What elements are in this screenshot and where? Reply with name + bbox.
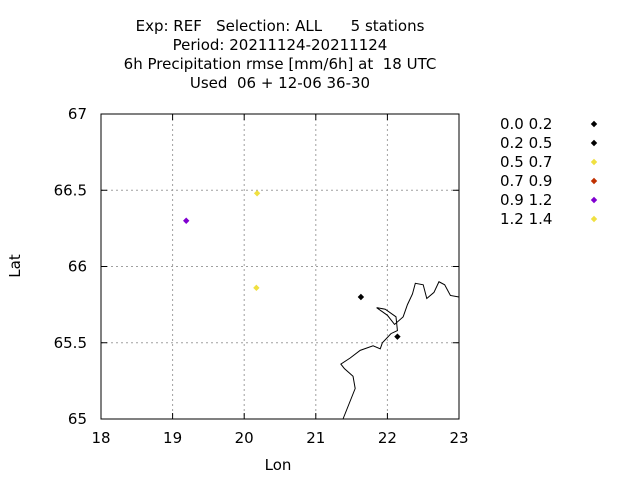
data-points [183, 190, 401, 340]
legend-marker [590, 196, 598, 204]
axis-ticks: 18 19 20 21 22 23 65 65.5 66 66.5 67 [54, 105, 469, 447]
title-line-1: Exp: REF Selection: ALL 5 stations [135, 17, 425, 35]
x-tick-label: 19 [163, 429, 182, 447]
data-point [183, 217, 190, 224]
x-tick-label: 22 [378, 429, 397, 447]
y-tick-label: 66.5 [54, 181, 87, 199]
x-tick-label: 18 [91, 429, 110, 447]
coastline-path [340, 281, 460, 420]
x-tick-label: 23 [449, 429, 468, 447]
legend-marker [590, 120, 598, 128]
x-axis-label: Lon [265, 456, 292, 474]
legend-label: 1.2 1.4 [500, 210, 552, 228]
x-tick-label: 21 [306, 429, 325, 447]
data-point [253, 284, 260, 292]
y-tick-label: 67 [68, 105, 87, 123]
title-line-3: 6h Precipitation rmse [mm/6h] at 18 UTC [123, 55, 437, 73]
title-line-4: Used 06 + 12-06 36-30 [189, 74, 371, 92]
data-point [394, 333, 401, 340]
plot-frame [100, 113, 460, 420]
legend-label: 0.2 0.5 [500, 134, 552, 152]
legend-marker [590, 139, 598, 147]
chart-title: Exp: REF Selection: ALL 5 stations Perio… [0, 17, 560, 93]
legend-marker [590, 177, 598, 185]
y-tick-label: 65 [68, 410, 87, 428]
legend-marker [590, 158, 598, 166]
y-axis-label: Lat [6, 254, 24, 278]
title-line-2: Period: 20211124-20211124 [172, 36, 388, 54]
legend-marker [590, 215, 598, 223]
legend: 0.0 0.20.2 0.50.5 0.70.7 0.90.9 1.21.2 1… [500, 115, 598, 228]
legend-label: 0.5 0.7 [500, 153, 552, 171]
data-point [357, 293, 365, 301]
legend-label: 0.0 0.2 [500, 115, 552, 133]
y-tick-label: 66 [68, 258, 87, 276]
data-point [253, 190, 261, 197]
legend-label: 0.9 1.2 [500, 191, 552, 209]
x-tick-label: 20 [235, 429, 254, 447]
coastline [340, 281, 460, 420]
y-tick-label: 65.5 [54, 334, 87, 352]
legend-label: 0.7 0.9 [500, 172, 552, 190]
grid-lines [101, 114, 459, 419]
